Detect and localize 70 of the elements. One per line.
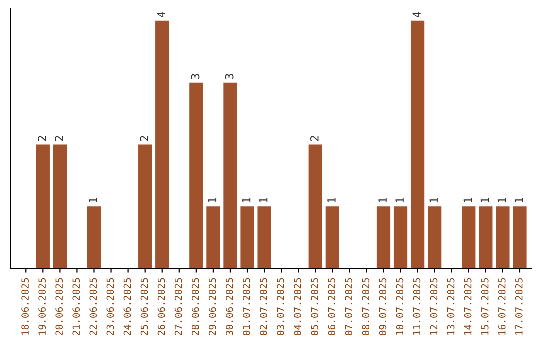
bar: [258, 206, 272, 269]
x-tick-label: 04.07.2025: [294, 278, 302, 336]
x-tick-label: 08.07.2025: [362, 278, 370, 336]
x-tick-label: 25.06.2025: [140, 278, 148, 336]
data-label: 1: [208, 198, 217, 203]
x-tick-label: 19.06.2025: [38, 278, 46, 335]
data-label: 2: [38, 136, 46, 142]
bar: [376, 206, 391, 269]
x-tick-label: 15.07.2025: [481, 278, 489, 335]
x-tick-label: 10.07.2025: [396, 278, 404, 335]
data-label: 1: [430, 198, 438, 203]
bar: [428, 206, 442, 269]
data-label: 1: [378, 198, 387, 203]
data-label: 2: [140, 136, 148, 142]
data-label: 4: [412, 12, 421, 18]
bar: [206, 206, 220, 269]
data-label: 1: [242, 198, 251, 203]
data-label: 1: [464, 198, 472, 203]
bar: [156, 20, 170, 269]
x-tick-label: 26.06.2025: [158, 278, 166, 336]
x-tick-label: 30.06.2025: [226, 278, 234, 336]
bar: [53, 144, 67, 269]
data-label: 1: [328, 198, 336, 203]
x-tick-label: 01.07.2025: [243, 278, 250, 336]
x-tick-label: 29.06.2025: [208, 278, 216, 336]
x-tick-label: 13.07.2025: [447, 278, 455, 335]
x-tick-label: 07.07.2025: [345, 278, 353, 336]
x-tick-label: 27.06.2025: [174, 278, 182, 336]
bar: [224, 82, 238, 269]
x-tick-label: 24.06.2025: [124, 278, 132, 336]
bar: [496, 206, 510, 269]
x-tick-label: 03.07.2025: [277, 278, 284, 336]
data-label: 1: [260, 198, 268, 203]
bar: [87, 206, 102, 269]
x-tick-label: 14.07.2025: [464, 278, 472, 335]
data-label: 1: [89, 198, 98, 203]
data-label: 1: [480, 198, 490, 203]
x-tick-label: 12.07.2025: [430, 278, 438, 335]
data-label: 2: [55, 136, 64, 142]
bar: [326, 206, 340, 269]
data-label: 1: [396, 198, 404, 203]
x-tick-label: 23.06.2025: [106, 278, 114, 336]
data-label: 1: [514, 198, 524, 203]
data-label: 3: [225, 74, 234, 80]
x-tick-label: 17.07.2025: [515, 278, 523, 335]
bar: [410, 20, 425, 269]
x-tick-label: 22.06.2025: [90, 278, 98, 336]
bar: [394, 206, 408, 269]
data-label: 2: [310, 136, 319, 142]
x-tick-label: 09.07.2025: [379, 278, 387, 336]
bar: [479, 206, 493, 269]
x-tick-label: 21.06.2025: [72, 278, 80, 336]
x-tick-label: 18.06.2025: [22, 278, 29, 335]
x-tick-label: 02.07.2025: [260, 278, 268, 336]
bar: [308, 144, 322, 269]
bar: [240, 206, 254, 269]
x-tick-label: 28.06.2025: [192, 278, 200, 336]
x-tick-label: 16.07.2025: [498, 278, 506, 335]
bar: [36, 144, 50, 269]
x-tick-label: 05.07.2025: [311, 278, 318, 336]
bar: [190, 82, 204, 269]
data-label: 4: [157, 12, 166, 18]
bar: [513, 206, 527, 269]
x-tick-label: 20.06.2025: [56, 278, 64, 336]
data-label: 3: [191, 74, 200, 80]
x-tick-label: 06.07.2025: [328, 278, 336, 336]
bar: [138, 144, 152, 269]
data-label: 1: [498, 198, 506, 203]
bar: [462, 206, 476, 269]
x-tick-label: 11.07.2025: [413, 278, 421, 335]
